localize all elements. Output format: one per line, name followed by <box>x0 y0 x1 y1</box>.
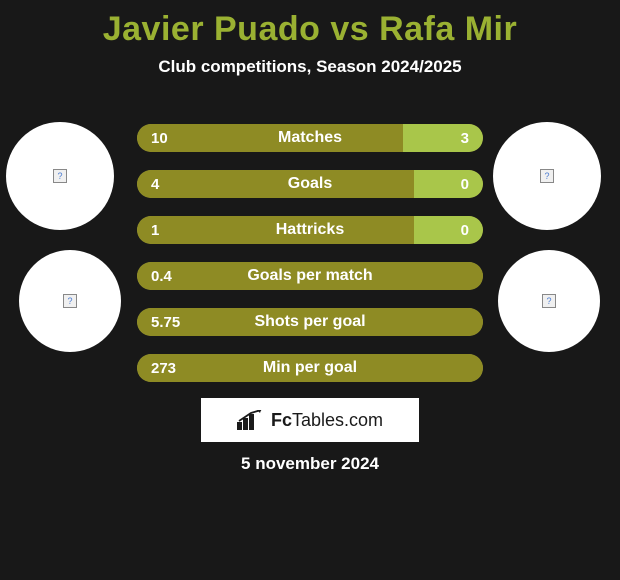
fctables-logo-icon <box>237 410 265 430</box>
missing-image-icon: ? <box>540 169 554 183</box>
player1-club-circle: ? <box>19 250 121 352</box>
stat-label: Goals per match <box>137 262 483 290</box>
comparison-subtitle: Club competitions, Season 2024/2025 <box>0 57 620 77</box>
missing-image-icon: ? <box>542 294 556 308</box>
stat-row: 10Hattricks <box>137 216 483 244</box>
snapshot-date: 5 november 2024 <box>0 454 620 474</box>
comparison-title: Javier Puado vs Rafa Mir <box>0 0 620 49</box>
stat-row: 273Min per goal <box>137 354 483 382</box>
stat-label: Hattricks <box>137 216 483 244</box>
stat-label: Matches <box>137 124 483 152</box>
missing-image-icon: ? <box>63 294 77 308</box>
fctables-logo: FcTables.com <box>201 398 419 442</box>
player1-photo-circle: ? <box>6 122 114 230</box>
stat-label: Min per goal <box>137 354 483 382</box>
fctables-logo-text: FcTables.com <box>271 410 383 431</box>
stat-row: 5.75Shots per goal <box>137 308 483 336</box>
player2-photo-circle: ? <box>493 122 601 230</box>
stat-row: 40Goals <box>137 170 483 198</box>
stat-row: 103Matches <box>137 124 483 152</box>
stat-label: Goals <box>137 170 483 198</box>
stat-label: Shots per goal <box>137 308 483 336</box>
stat-row: 0.4Goals per match <box>137 262 483 290</box>
missing-image-icon: ? <box>53 169 67 183</box>
player2-club-circle: ? <box>498 250 600 352</box>
stats-bars: 103Matches 40Goals 10Hattricks 0.4Goals per… <box>137 124 483 400</box>
